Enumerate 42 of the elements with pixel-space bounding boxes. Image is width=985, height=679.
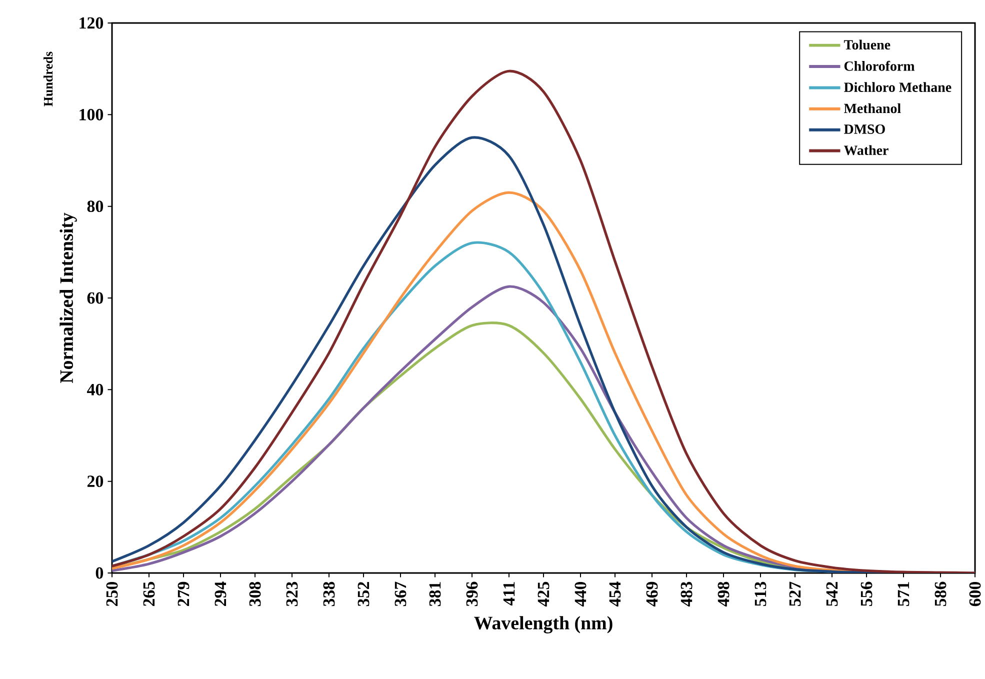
- y-tick-label: 0: [96, 567, 104, 579]
- x-tick-label: 250: [106, 582, 118, 606]
- x-tick-label: 513: [754, 582, 766, 606]
- y-tick-label: 40: [86, 384, 104, 396]
- x-tick-label: 338: [323, 582, 335, 606]
- y-tick-label: 100: [80, 108, 104, 120]
- x-tick-label: 352: [358, 582, 370, 606]
- x-axis-title: Wavelength (nm): [474, 616, 612, 634]
- line-series: [112, 70, 976, 573]
- x-tick-label: 527: [789, 582, 801, 606]
- x-tick-label: 542: [826, 582, 838, 606]
- x-tick-label: 411: [503, 582, 515, 606]
- x-tick-label: 265: [143, 582, 155, 606]
- y-tick-label: 120: [80, 17, 104, 29]
- x-tick-label: 469: [646, 582, 658, 606]
- x-tick-label: 440: [574, 582, 586, 606]
- legend-label: Wather: [844, 145, 888, 156]
- legend-label: Dichloro Methane: [844, 82, 952, 92]
- y-tick-label: 80: [87, 200, 104, 212]
- legend-label: Methanol: [844, 103, 901, 114]
- x-tick-label: 600: [969, 582, 981, 606]
- y-axis-title: Normalized Intensity: [60, 212, 77, 384]
- x-tick-label: 454: [609, 582, 621, 606]
- legend-label: Chloroform: [844, 60, 915, 71]
- x-tick-label: 425: [538, 582, 550, 606]
- x-tick-label: 483: [680, 582, 692, 606]
- x-tick-label: 367: [394, 582, 406, 606]
- x-tick-label: 556: [860, 582, 872, 606]
- x-tick-label: 586: [934, 582, 946, 606]
- text: Hundreds: [44, 52, 53, 106]
- x-tick-label: 396: [466, 582, 478, 606]
- x-tick-label: 571: [898, 582, 910, 606]
- legend-label: DMSO: [844, 124, 885, 134]
- x-tick-label: 279: [178, 582, 190, 606]
- y-tick-label: 60: [87, 292, 104, 304]
- y-tick-label: 20: [87, 476, 104, 488]
- x-tick-label: 381: [429, 582, 441, 606]
- x-tick-label: 294: [214, 582, 226, 606]
- legend-label: Toluene: [844, 40, 890, 50]
- x-tick-label: 323: [286, 582, 298, 606]
- x-tick-label: 498: [718, 582, 730, 606]
- x-tick-label: 308: [249, 582, 261, 606]
